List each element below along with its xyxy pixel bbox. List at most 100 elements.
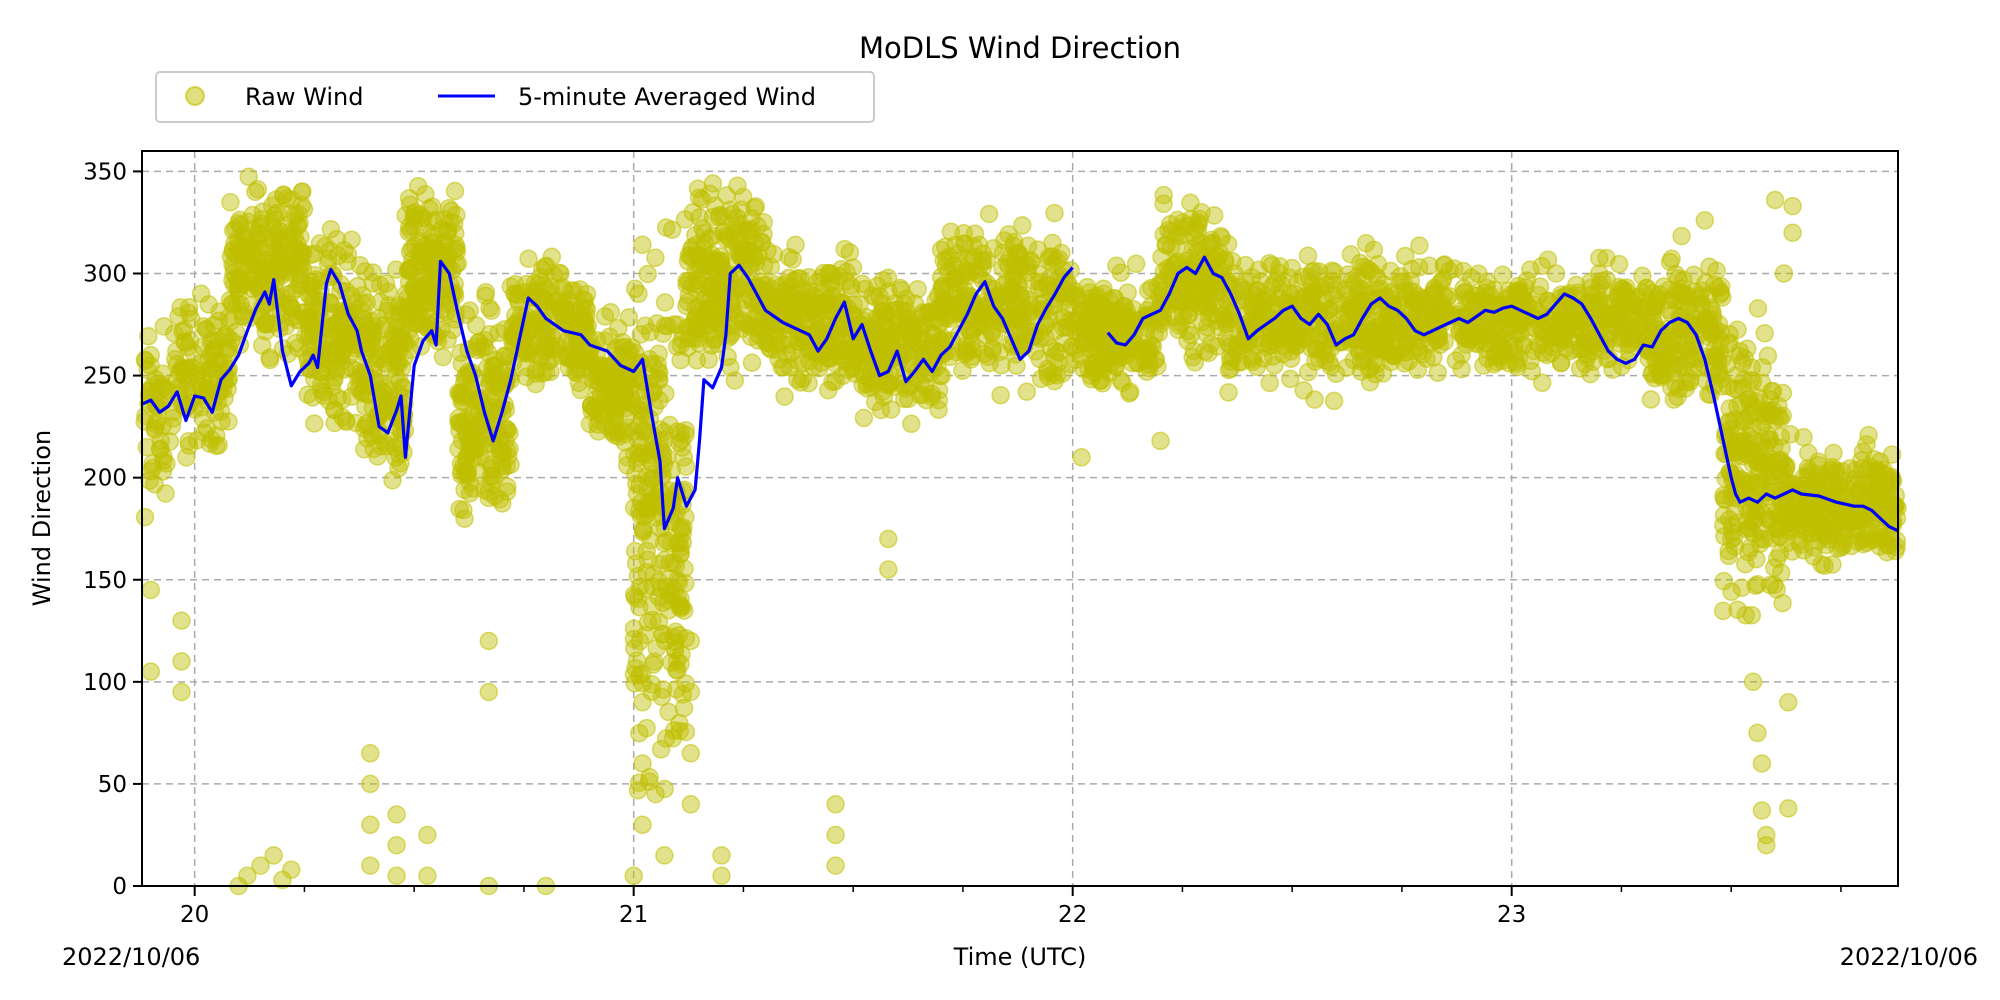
raw-wind-point — [439, 198, 459, 218]
raw-wind-point — [1829, 476, 1848, 496]
raw-wind-point — [387, 866, 406, 886]
raw-wind-point — [274, 186, 293, 205]
raw-wind-point — [1017, 382, 1037, 401]
raw-wind-point — [433, 347, 453, 367]
raw-wind-point — [1589, 248, 1609, 268]
raw-wind-point — [156, 484, 175, 503]
raw-wind-point — [361, 815, 380, 835]
raw-wind-point — [1728, 600, 1747, 619]
y-tick-label: 200 — [83, 466, 127, 492]
raw-wind-point — [1644, 312, 1663, 331]
raw-wind-point — [670, 721, 689, 741]
raw-wind-point — [543, 299, 563, 319]
raw-wind-point — [1299, 362, 1318, 382]
raw-wind-point — [480, 298, 499, 318]
raw-wind-point — [655, 293, 675, 312]
raw-wind-point — [358, 429, 377, 448]
raw-wind-point — [418, 825, 437, 845]
raw-wind-point — [1410, 236, 1429, 255]
raw-wind-point — [712, 866, 731, 886]
raw-wind-point — [840, 243, 860, 262]
raw-wind-point — [1218, 234, 1238, 254]
raw-wind-point — [671, 518, 690, 537]
raw-wind-point — [379, 296, 399, 315]
raw-wind-point — [389, 458, 408, 478]
raw-wind-point — [757, 333, 777, 353]
raw-wind-point — [1765, 190, 1785, 210]
raw-wind-point — [443, 320, 462, 340]
raw-wind-point — [363, 322, 382, 342]
raw-wind-point — [230, 210, 249, 230]
raw-wind-point — [1197, 324, 1216, 343]
raw-wind-point — [1671, 343, 1690, 363]
raw-wind-point — [1336, 280, 1355, 299]
raw-wind-point — [606, 383, 625, 402]
raw-wind-point — [1409, 342, 1429, 362]
raw-wind-point — [303, 388, 322, 407]
raw-wind-point — [141, 662, 161, 681]
raw-wind-point — [897, 331, 917, 351]
raw-wind-point — [1660, 252, 1680, 272]
raw-wind-point — [722, 279, 742, 298]
raw-wind-point — [154, 317, 174, 336]
raw-wind-point — [301, 287, 321, 307]
raw-wind-point — [223, 240, 243, 259]
raw-wind-point — [1887, 537, 1906, 557]
raw-wind-point — [524, 311, 543, 331]
y-tick-label: 0 — [112, 874, 127, 900]
raw-wind-point — [1799, 443, 1818, 463]
raw-wind-point — [1617, 278, 1636, 297]
raw-wind-point — [334, 240, 354, 260]
raw-wind-point — [789, 332, 808, 352]
raw-wind-point — [908, 279, 927, 299]
legend: Raw Wind 5-minute Averaged Wind — [155, 71, 875, 123]
raw-wind-point — [201, 359, 220, 378]
raw-wind-point — [479, 482, 499, 502]
raw-wind-point — [632, 405, 652, 424]
raw-wind-point — [1341, 245, 1361, 264]
raw-wind-point — [454, 456, 473, 475]
raw-wind-point — [632, 664, 652, 684]
raw-wind-point — [1072, 448, 1091, 467]
raw-wind-point — [1743, 672, 1763, 692]
raw-wind-point — [1356, 233, 1376, 253]
raw-wind-point — [711, 251, 731, 270]
raw-wind-point — [406, 283, 425, 302]
raw-wind-point — [588, 422, 608, 441]
raw-wind-point — [400, 259, 419, 278]
raw-wind-point — [1797, 512, 1817, 531]
raw-wind-point — [1305, 390, 1324, 409]
raw-wind-point — [779, 247, 799, 267]
raw-wind-point — [171, 298, 190, 317]
raw-wind-point — [325, 400, 344, 419]
raw-wind-point — [1306, 339, 1325, 358]
raw-wind-point — [387, 835, 406, 855]
raw-wind-point — [1183, 348, 1202, 367]
raw-wind-point — [139, 326, 158, 346]
raw-wind-point — [637, 718, 656, 738]
raw-wind-point — [1075, 334, 1094, 353]
raw-wind-point — [1859, 425, 1878, 445]
raw-wind-point — [1743, 454, 1763, 474]
raw-wind-point — [187, 431, 207, 450]
raw-wind-point — [363, 273, 383, 293]
raw-wind-point — [479, 631, 499, 651]
raw-wind-point — [629, 443, 648, 462]
raw-wind-point — [1779, 693, 1798, 712]
raw-wind-point — [1794, 427, 1813, 447]
y-tick-label: 150 — [83, 568, 127, 594]
raw-wind-point — [681, 682, 701, 702]
raw-wind-point — [1120, 382, 1140, 402]
raw-wind-point — [498, 420, 517, 440]
raw-wind-point — [1774, 471, 1794, 490]
raw-wind-point — [361, 744, 380, 763]
raw-wind-point — [681, 744, 701, 763]
raw-wind-point — [1154, 194, 1173, 214]
raw-wind-point — [449, 383, 468, 402]
raw-wind-point — [541, 362, 560, 382]
raw-wind-point — [1742, 358, 1762, 377]
raw-wind-point — [337, 252, 357, 272]
raw-wind-point — [230, 215, 250, 235]
raw-wind-point — [633, 815, 652, 835]
